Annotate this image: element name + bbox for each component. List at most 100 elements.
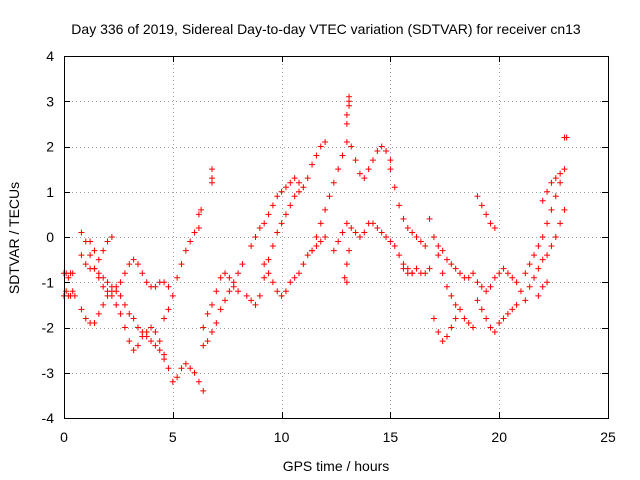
data-point <box>222 297 229 304</box>
data-point <box>544 279 551 286</box>
data-point <box>100 301 107 308</box>
data-points-layer <box>61 93 570 394</box>
data-point <box>78 252 85 259</box>
data-point <box>369 157 376 164</box>
data-point <box>548 179 555 186</box>
data-point <box>343 111 350 118</box>
data-series-arc-f <box>87 234 115 263</box>
data-point <box>317 143 324 150</box>
data-point <box>191 369 198 376</box>
data-point <box>169 378 176 385</box>
data-point <box>161 279 168 286</box>
data-point <box>143 333 150 340</box>
data-series-arc-r <box>341 247 353 286</box>
data-point <box>126 310 133 317</box>
data-series-arc-h <box>200 270 242 331</box>
data-series-arc-o <box>309 138 394 254</box>
data-point <box>383 148 390 155</box>
data-point <box>143 279 150 286</box>
data-point <box>108 234 115 240</box>
data-point <box>352 157 359 164</box>
data-point <box>335 238 342 245</box>
data-point <box>552 234 559 240</box>
data-point <box>552 175 559 182</box>
data-point <box>470 324 477 331</box>
data-point <box>126 338 133 345</box>
y-tick-label: -3 <box>42 365 55 381</box>
data-point <box>544 220 551 227</box>
data-point <box>252 234 259 240</box>
y-tick-label: 1 <box>46 184 54 200</box>
data-point <box>252 301 259 308</box>
data-point <box>296 188 303 195</box>
data-point <box>443 333 450 340</box>
data-point <box>148 324 155 331</box>
data-point <box>452 265 459 272</box>
data-point <box>213 288 220 295</box>
data-point <box>322 234 329 240</box>
data-point <box>391 184 398 191</box>
data-point <box>230 279 237 286</box>
data-point <box>134 342 141 349</box>
data-point <box>287 179 294 186</box>
data-point <box>563 134 570 141</box>
data-point <box>174 374 181 381</box>
x-tick-label: 25 <box>600 429 616 445</box>
data-point <box>322 138 329 145</box>
data-series-arc-j <box>195 206 205 218</box>
data-point <box>500 315 507 322</box>
data-point <box>121 324 128 331</box>
data-point <box>457 306 464 313</box>
data-point <box>504 310 511 317</box>
data-point <box>448 292 455 299</box>
data-point <box>291 175 298 182</box>
data-point <box>341 274 348 281</box>
data-point <box>478 202 485 209</box>
data-point <box>226 274 233 281</box>
data-point <box>339 229 346 236</box>
data-point <box>282 211 289 218</box>
data-point <box>269 279 276 286</box>
data-point <box>387 238 394 245</box>
data-point <box>82 315 89 322</box>
data-point <box>309 161 316 168</box>
data-point <box>531 274 538 281</box>
data-point <box>278 188 285 195</box>
data-point <box>117 292 124 299</box>
data-point <box>483 211 490 218</box>
data-point <box>448 261 455 268</box>
data-point <box>426 215 433 222</box>
data-point <box>396 252 403 259</box>
data-point <box>531 252 538 259</box>
data-point <box>474 297 481 304</box>
data-point <box>104 238 111 245</box>
data-point <box>95 310 102 317</box>
data-point <box>248 243 255 250</box>
data-point <box>517 288 524 295</box>
data-point <box>313 243 320 250</box>
ticks-layer <box>64 56 609 419</box>
data-point <box>178 261 185 268</box>
data-point <box>496 270 503 277</box>
data-point <box>182 247 189 254</box>
data-point <box>239 261 246 268</box>
y-tick-label: 4 <box>46 48 54 64</box>
data-point <box>478 306 485 313</box>
data-point <box>396 202 403 209</box>
data-point <box>483 288 490 295</box>
data-point <box>391 243 398 250</box>
data-point <box>452 315 459 322</box>
data-point <box>539 256 546 263</box>
data-point <box>222 270 229 277</box>
data-point <box>439 338 446 345</box>
data-point <box>491 329 498 336</box>
data-point <box>161 315 168 322</box>
x-axis-label: GPS time / hours <box>283 458 390 474</box>
data-point <box>130 347 137 354</box>
data-point <box>439 247 446 254</box>
data-point <box>178 365 185 372</box>
data-point <box>104 279 111 286</box>
data-point <box>65 274 72 281</box>
data-point <box>487 324 494 331</box>
data-series-arc-aa <box>522 179 564 277</box>
